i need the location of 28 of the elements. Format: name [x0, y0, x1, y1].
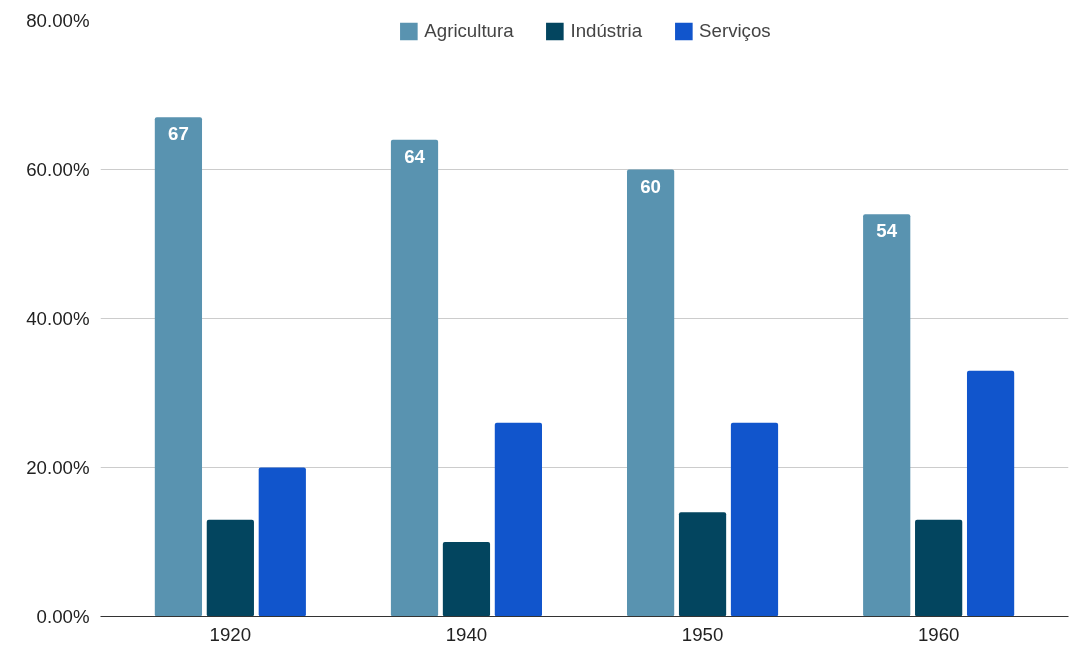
y-tick-label: 80.00%	[26, 10, 90, 31]
data-label: 64	[404, 145, 426, 167]
bar	[915, 519, 963, 617]
y-tick-label: 40.00%	[26, 308, 90, 329]
legend-label: Serviços	[699, 20, 771, 42]
y-tick-label: 0.00%	[36, 606, 90, 627]
bar	[966, 370, 1015, 617]
bar	[206, 519, 254, 617]
x-tick-label: 1920	[209, 623, 252, 645]
bar	[390, 139, 439, 617]
y-tick-label: 20.00%	[26, 457, 90, 478]
data-label: 54	[876, 220, 898, 242]
bar	[258, 467, 306, 617]
bar	[678, 512, 727, 617]
legend-label: Agricultura	[424, 20, 514, 42]
bar	[494, 422, 542, 617]
bar	[863, 214, 911, 617]
x-tick-label: 1940	[445, 623, 488, 645]
x-tick-label: 1950	[681, 623, 724, 645]
y-tick-label: 60.00%	[26, 159, 90, 180]
data-label: 67	[168, 123, 189, 145]
x-tick-label: 1960	[917, 623, 960, 645]
bar	[442, 542, 491, 617]
bar	[627, 169, 675, 617]
bar	[730, 422, 779, 617]
data-label: 60	[640, 175, 661, 197]
legend-label: Indústria	[570, 20, 643, 42]
bar	[154, 117, 203, 617]
